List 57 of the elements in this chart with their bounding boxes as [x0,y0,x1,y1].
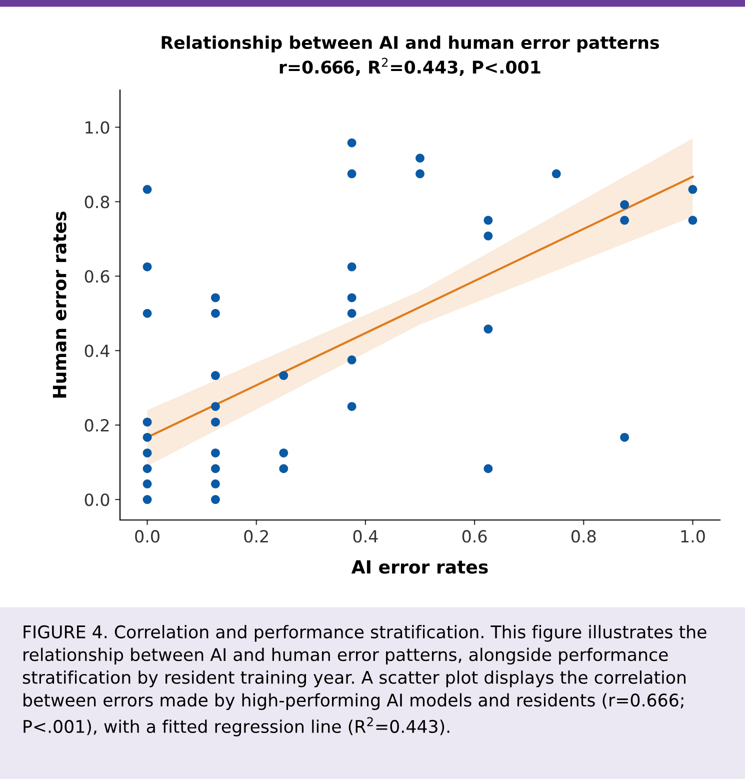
point [142,262,152,272]
x-tick-label: 0.2 [244,530,268,543]
y-axis-title: Human error rates [52,212,66,398]
chart-title: Relationship between AI and human error patterns [162,36,659,52]
y-tick-label: 0.8 [84,196,110,208]
point [416,154,424,163]
point [142,479,152,488]
point [484,464,493,474]
point [142,308,152,318]
x-tick-label: 1.0 [681,530,705,543]
caption: FIGURE 4. Correlation and performance stratification. This figure illustrates the relationship between AI and human error patterns, alongside performance stratification by resident training year. A scatter plot displays the correlation between errors made by high-performing AI models and residents (r=0.666; P<.001), with a fitted regression line (R$^{2}$=0.443). [22,625,706,736]
point [210,402,220,411]
point [688,216,698,225]
y-tick-label: 0.6 [84,270,110,283]
point [142,495,152,504]
point [484,216,493,225]
point [210,448,220,458]
point [142,464,152,474]
point [279,448,288,458]
y-tick-label: 0.4 [84,344,110,358]
point [210,495,220,504]
y-tick-label: 0.0 [84,493,110,506]
point [620,216,630,225]
point [552,169,561,178]
x-tick-label: 0.4 [353,530,378,543]
point [347,293,356,302]
point [279,464,288,474]
point [142,184,152,194]
point [210,293,220,302]
point [688,184,698,194]
point [142,418,152,427]
point [210,418,220,427]
point [142,448,152,458]
chart-subtitle: r=0.666, R$^{2}$=0.443, P<.001 [280,58,540,76]
y-tick-label: 0.2 [84,419,109,432]
point [347,262,356,272]
point [620,200,630,210]
point [210,371,220,380]
x-tick-label: 0.8 [571,530,596,543]
point [620,432,630,442]
point [347,169,356,178]
point [142,432,152,442]
x-axis-title: AI error rates [351,560,488,574]
point [347,138,356,148]
point [347,402,356,411]
point [347,308,356,318]
point [210,479,220,488]
point [210,308,220,318]
point [279,371,288,380]
point [210,464,220,474]
point [484,231,493,240]
y-tick-label: 1.0 [86,121,110,134]
x-tick-label: 0.0 [135,530,160,543]
x-tick-label: 0.6 [462,530,487,543]
point [416,169,424,178]
point [484,324,493,334]
point [347,355,356,364]
